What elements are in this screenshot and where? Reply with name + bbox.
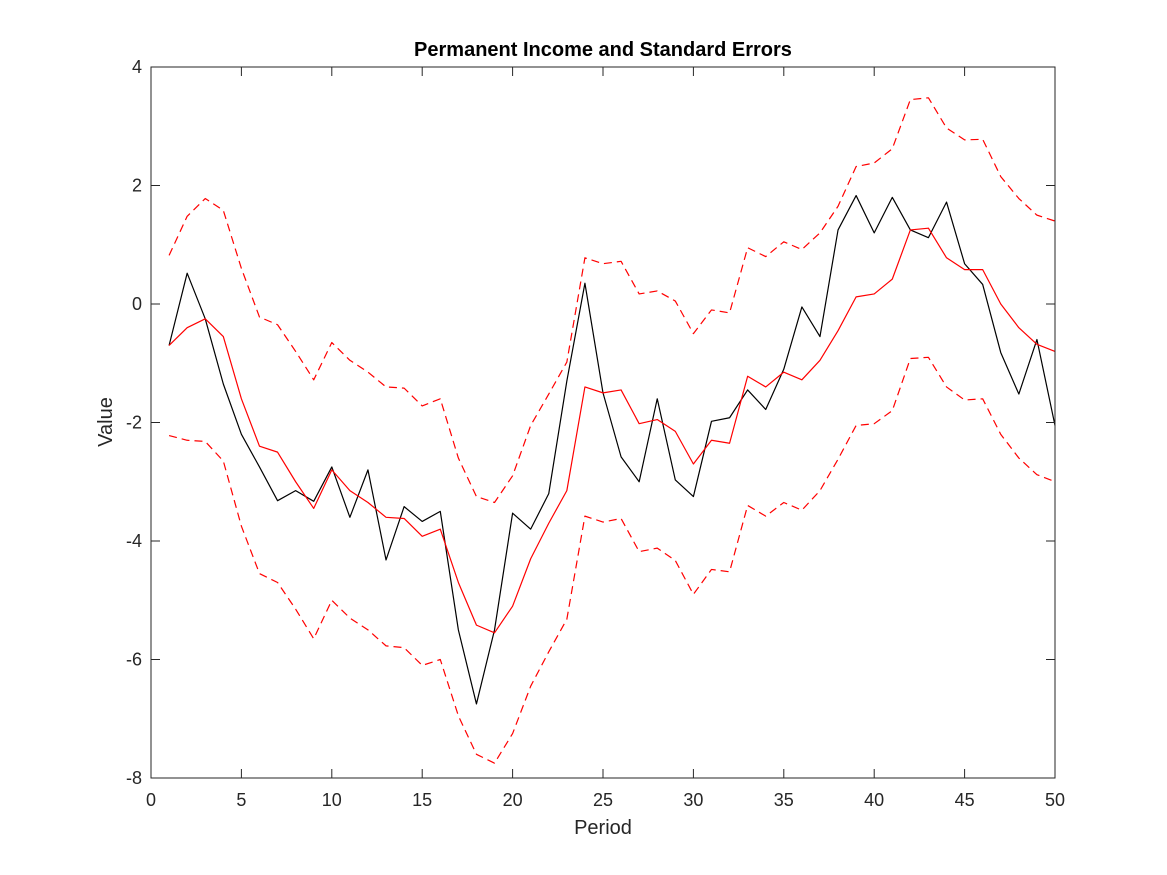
y-tick-label: 0	[132, 294, 142, 314]
x-tick-label: 15	[412, 790, 432, 810]
series-line-lower-band	[168, 356, 1056, 764]
x-tick-label: 50	[1045, 790, 1065, 810]
x-tick-label: 45	[955, 790, 975, 810]
series-line-upper-band	[168, 97, 1056, 504]
y-tick-label: -4	[126, 531, 142, 551]
x-tick-label: 25	[593, 790, 613, 810]
x-tick-label: 20	[503, 790, 523, 810]
plot-background	[151, 67, 1055, 778]
y-tick-label: -6	[126, 650, 142, 670]
y-axis-label: Value	[95, 397, 117, 447]
y-tick-label: -8	[126, 768, 142, 788]
series-layer	[168, 97, 1056, 764]
x-tick-label: 0	[146, 790, 156, 810]
series-line-black	[168, 194, 1056, 705]
x-tick-label: 35	[774, 790, 794, 810]
chart-title: Permanent Income and Standard Errors	[414, 39, 792, 61]
x-tick-label: 5	[236, 790, 246, 810]
y-tick-label: 4	[132, 57, 142, 77]
x-tick-label: 30	[683, 790, 703, 810]
series-line-red	[168, 227, 1056, 634]
tick-layer: 0 5 10 15 20 25 30 35 40 45 50 -8 -6 -4 -2 0 2 4	[126, 57, 1065, 810]
y-tick-label: 2	[132, 176, 142, 196]
x-tick-label: 40	[864, 790, 884, 810]
x-tick-label: 10	[322, 790, 342, 810]
x-axis-label: Period	[574, 817, 632, 839]
y-tick-label: -2	[126, 413, 142, 433]
